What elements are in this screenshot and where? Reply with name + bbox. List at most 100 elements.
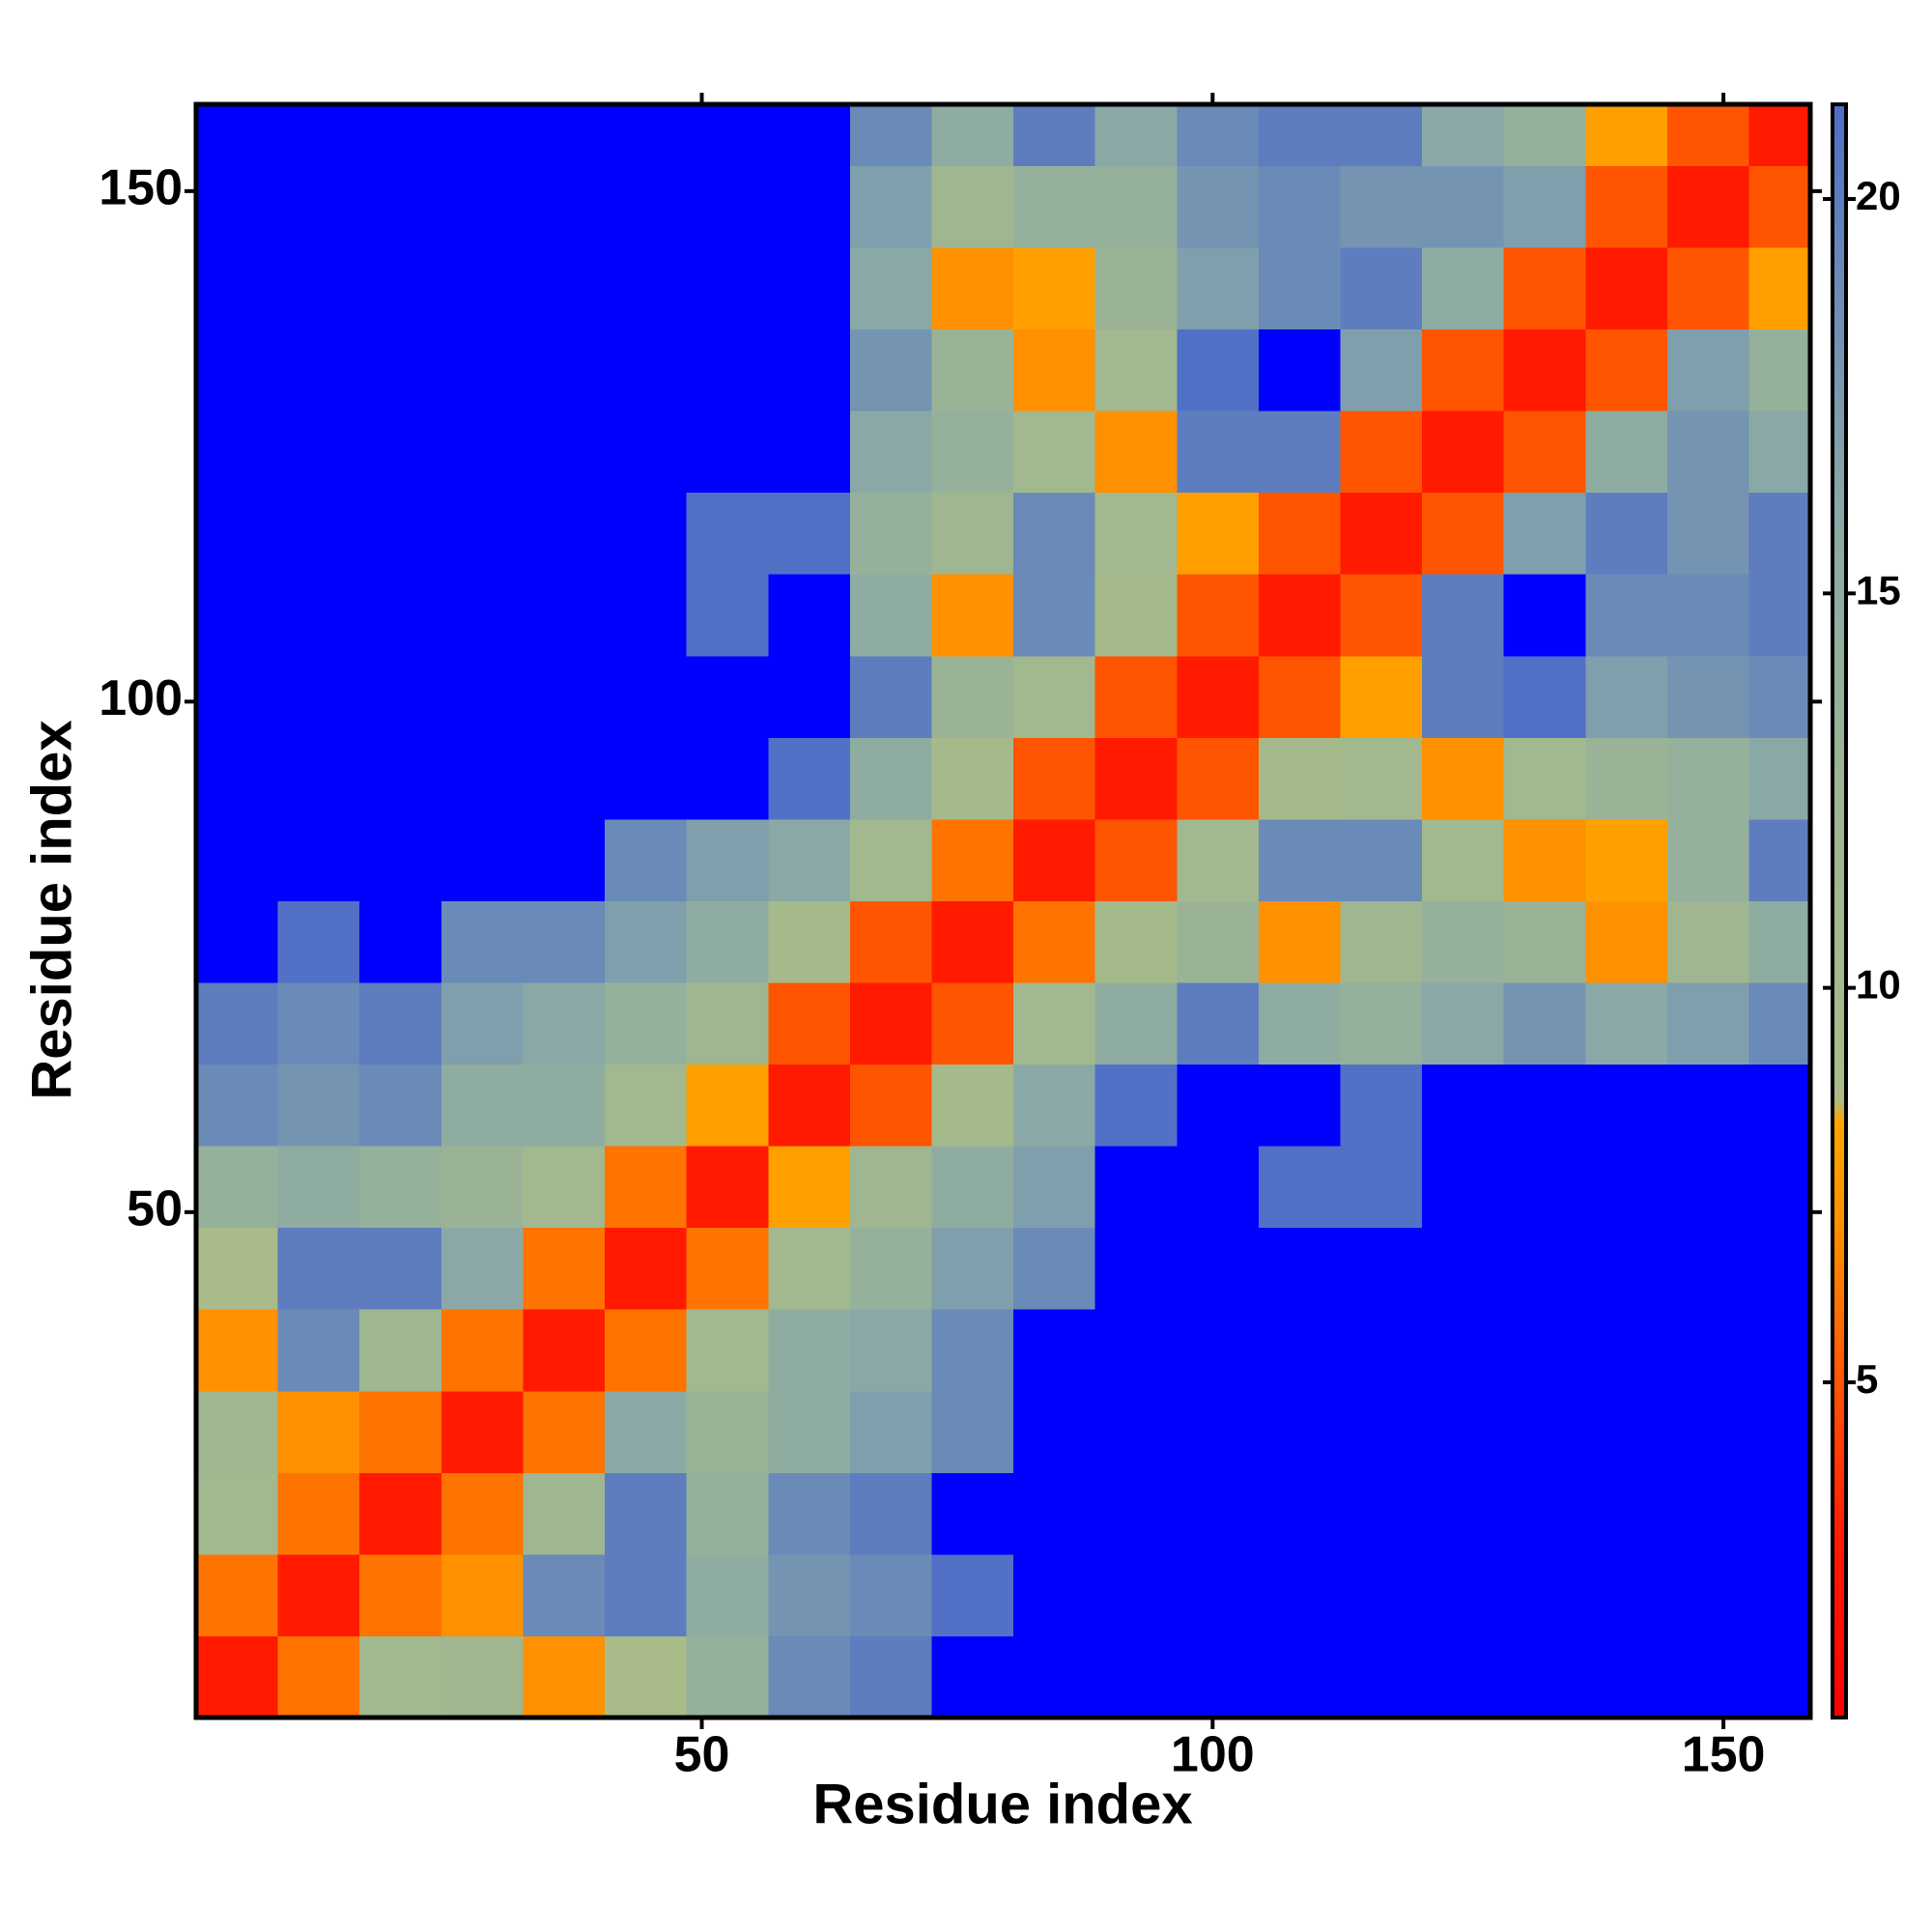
heatmap-cell bbox=[605, 411, 688, 494]
heatmap-cell bbox=[1666, 818, 1750, 901]
heatmap-cell bbox=[1177, 1146, 1260, 1229]
heatmap-cell bbox=[1094, 1635, 1178, 1719]
heatmap-cell bbox=[931, 1472, 1014, 1555]
heatmap-cell bbox=[931, 1309, 1014, 1392]
heatmap-cell bbox=[1340, 900, 1423, 983]
heatmap-cell bbox=[1340, 104, 1423, 166]
heatmap-cell bbox=[1748, 1390, 1811, 1473]
heatmap-cell bbox=[605, 1472, 688, 1555]
heatmap-cell bbox=[440, 328, 524, 412]
heatmap-cell bbox=[686, 1064, 769, 1147]
heatmap-cell bbox=[277, 818, 360, 901]
heatmap-cell bbox=[1177, 818, 1260, 901]
heatmap-cell bbox=[523, 104, 606, 166]
heatmap-cell bbox=[523, 574, 606, 657]
heatmap-cell bbox=[1013, 492, 1096, 575]
heatmap-cell bbox=[523, 1390, 606, 1473]
heatmap-cell bbox=[1585, 1227, 1668, 1310]
heatmap-cell bbox=[440, 1309, 524, 1392]
heatmap-cell bbox=[605, 1309, 688, 1392]
heatmap-cell bbox=[196, 492, 279, 575]
heatmap-cell bbox=[686, 737, 769, 820]
heatmap-cell bbox=[1666, 1472, 1750, 1555]
heatmap-cell bbox=[849, 818, 932, 901]
heatmap-cell bbox=[605, 1635, 688, 1719]
heatmap-cell bbox=[1258, 818, 1342, 901]
heatmap-cell bbox=[1094, 104, 1178, 166]
heatmap-cell bbox=[849, 1064, 932, 1147]
heatmap-cell bbox=[196, 1064, 279, 1147]
heatmap-cell bbox=[1503, 165, 1586, 248]
heatmap-cell bbox=[605, 1553, 688, 1636]
heatmap-cell bbox=[1177, 981, 1260, 1065]
heatmap-cell bbox=[1258, 1390, 1342, 1473]
heatmap-cell bbox=[768, 737, 851, 820]
heatmap-cell bbox=[1422, 1064, 1505, 1147]
y-tick-label: 100 bbox=[99, 670, 183, 726]
heatmap-cell bbox=[768, 165, 851, 248]
heatmap-cell bbox=[1503, 900, 1586, 983]
heatmap-cell bbox=[1177, 328, 1260, 412]
heatmap-cell bbox=[523, 165, 606, 248]
heatmap-cell bbox=[1666, 1553, 1750, 1636]
heatmap-cell bbox=[931, 1227, 1014, 1310]
heatmap-cell bbox=[1666, 1146, 1750, 1229]
heatmap-cell bbox=[931, 165, 1014, 248]
heatmap-cell bbox=[605, 1146, 688, 1229]
heatmap-cell bbox=[440, 411, 524, 494]
heatmap-cell bbox=[277, 900, 360, 983]
heatmap-cell bbox=[686, 246, 769, 330]
heatmap-cell bbox=[440, 1146, 524, 1229]
heatmap-cell bbox=[1748, 1227, 1811, 1310]
heatmap-cell bbox=[196, 737, 279, 820]
heatmap-cell bbox=[1013, 104, 1096, 166]
heatmap-cell bbox=[1013, 328, 1096, 412]
heatmap-cell bbox=[1666, 900, 1750, 983]
heatmap-cell bbox=[1666, 737, 1750, 820]
heatmap-cell bbox=[277, 574, 360, 657]
heatmap-cell bbox=[1177, 104, 1260, 166]
heatmap-cell bbox=[440, 165, 524, 248]
heatmap-cell bbox=[440, 1064, 524, 1147]
heatmap-cell bbox=[931, 1064, 1014, 1147]
heatmap-cell bbox=[1094, 1309, 1178, 1392]
heatmap-cell bbox=[523, 1146, 606, 1229]
heatmap-cell bbox=[1258, 1635, 1342, 1719]
heatmap-cell bbox=[1422, 1146, 1505, 1229]
heatmap-cell bbox=[1177, 1390, 1260, 1473]
heatmap-cell bbox=[1094, 411, 1178, 494]
heatmap-cell bbox=[1340, 737, 1423, 820]
heatmap-cell bbox=[768, 492, 851, 575]
heatmap-cell bbox=[1258, 1472, 1342, 1555]
heatmap-cell bbox=[1177, 1227, 1260, 1310]
heatmap-cell bbox=[768, 1309, 851, 1392]
heatmap-cell bbox=[686, 1553, 769, 1636]
heatmap-cell bbox=[1503, 104, 1586, 166]
heatmap-cell bbox=[1094, 900, 1178, 983]
heatmap-cell bbox=[1585, 1146, 1668, 1229]
heatmap-cell bbox=[359, 655, 442, 738]
heatmap-cell bbox=[1258, 328, 1342, 412]
heatmap-cell bbox=[196, 574, 279, 657]
heatmap-cell bbox=[1666, 165, 1750, 248]
heatmap-cell bbox=[196, 104, 279, 166]
heatmap-cell bbox=[1094, 1472, 1178, 1555]
heatmap-cell bbox=[1666, 1635, 1750, 1719]
heatmap-cell bbox=[1666, 328, 1750, 412]
heatmap-cell bbox=[277, 1146, 360, 1229]
heatmap-cell bbox=[196, 165, 279, 248]
heatmap-cell bbox=[277, 737, 360, 820]
heatmap-cell bbox=[1013, 818, 1096, 901]
heatmap-cell bbox=[1503, 1227, 1586, 1310]
heatmap-cell bbox=[277, 1309, 360, 1392]
heatmap-cell bbox=[523, 411, 606, 494]
heatmap-cell bbox=[196, 246, 279, 330]
heatmap-cell bbox=[1013, 246, 1096, 330]
heatmap-cell bbox=[1585, 900, 1668, 983]
heatmap-cell bbox=[1585, 246, 1668, 330]
x-axis-title: Residue index bbox=[812, 1773, 1192, 1835]
heatmap-cell bbox=[1094, 165, 1178, 248]
heatmap-cell bbox=[1177, 492, 1260, 575]
heatmap-cell bbox=[1177, 574, 1260, 657]
